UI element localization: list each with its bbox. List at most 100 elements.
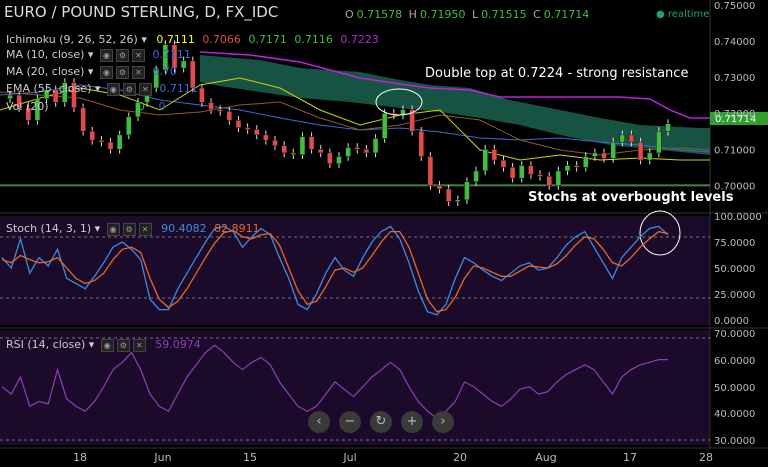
close-icon[interactable]: ✕ xyxy=(138,82,152,96)
high-label: H xyxy=(408,8,417,21)
candle-body xyxy=(491,149,498,161)
x-tick-label: 17 xyxy=(623,451,637,464)
candle-body xyxy=(126,116,132,136)
scroll-right-button[interactable]: › xyxy=(432,411,454,433)
candle-body xyxy=(98,140,105,143)
ichimoku-legend[interactable]: Ichimoku (9, 26, 52, 26) ▾ 0.7111 0.7066… xyxy=(6,33,379,46)
candle-body xyxy=(199,87,205,103)
zoom-in-button[interactable]: + xyxy=(401,411,423,433)
candle-body xyxy=(482,149,488,172)
rsi-lines xyxy=(1,344,668,420)
low-value: 0.71515 xyxy=(481,8,527,21)
ma10-label: MA (10, close) xyxy=(6,48,85,61)
close-icon[interactable]: ✕ xyxy=(132,338,146,352)
x-tick-label: 28 xyxy=(699,451,713,464)
ma20-value: 0.70 xyxy=(152,65,177,78)
close-value: 0.71714 xyxy=(543,8,590,21)
high-value: 0.71950 xyxy=(419,8,466,21)
candle-body xyxy=(281,145,287,154)
y-tick-label: 25.0000 xyxy=(714,290,755,301)
candle-body xyxy=(254,129,260,136)
settings-icon[interactable]: ⚙ xyxy=(122,82,136,96)
candle-body xyxy=(235,120,242,128)
settings-icon[interactable]: ⚙ xyxy=(116,338,130,352)
eye-icon[interactable]: ◉ xyxy=(100,338,114,352)
open-label: O xyxy=(345,8,354,21)
rsi-legend[interactable]: RSI (14, close) ▾ ◉ ⚙ ✕ 59.0974 xyxy=(6,338,201,352)
zoom-out-button[interactable]: − xyxy=(339,411,361,433)
ichimoku-cloud xyxy=(200,55,710,155)
candle-body xyxy=(107,141,114,150)
stoch-k-line xyxy=(1,225,669,316)
vol-label: Vol (20) xyxy=(6,100,49,113)
y-tick-label: 70.0000 xyxy=(714,329,755,340)
ichimoku-value-1: 0.7111 xyxy=(156,33,195,46)
candle-body xyxy=(409,109,415,132)
zoom-out-left-button[interactable]: ‹ xyxy=(308,411,330,433)
ichimoku-value-3: 0.7171 xyxy=(248,33,287,46)
eye-icon[interactable]: ◉ xyxy=(106,222,120,236)
candle-body xyxy=(546,176,552,186)
reset-zoom-button[interactable]: ↻ xyxy=(370,411,392,433)
ema55-legend[interactable]: EMA (55, close) ▾ ◉ ⚙ ✕ 0.7111 xyxy=(6,82,198,96)
candle-body xyxy=(180,60,187,69)
stoch-d-line xyxy=(1,229,669,313)
ma20-legend[interactable]: MA (20, close) ▾ ◉ ⚙ ✕ 0.70 xyxy=(6,65,177,79)
candle-body xyxy=(436,185,443,190)
settings-icon[interactable]: ⚙ xyxy=(115,48,129,62)
stoch-d-value: 82.8911 xyxy=(214,222,260,235)
candle-body xyxy=(89,131,95,141)
candle-body xyxy=(445,188,452,202)
vol-value-1: 0 xyxy=(138,100,146,113)
y-tick-label: 0.74000 xyxy=(714,37,755,48)
close-label: C xyxy=(533,8,541,21)
low-label: L xyxy=(471,8,479,21)
ma20-line xyxy=(0,91,711,156)
y-tick-label: 0.75000 xyxy=(714,1,755,12)
vol-legend[interactable]: Vol (20) 0 0 xyxy=(6,100,166,113)
eye-icon[interactable]: ◉ xyxy=(106,82,120,96)
candle-body xyxy=(528,165,534,175)
settings-icon[interactable]: ⚙ xyxy=(115,65,129,79)
candles-group xyxy=(7,40,671,206)
candle-body xyxy=(135,102,141,118)
close-icon[interactable]: ✕ xyxy=(131,48,145,62)
y-tick-label: 0.72000 xyxy=(714,109,755,120)
open-value: 0.71578 xyxy=(356,8,403,21)
ma10-value: 0.7111 xyxy=(152,48,191,61)
candle-body xyxy=(537,174,543,177)
candle-body xyxy=(244,127,251,130)
candle-body xyxy=(272,140,278,146)
ichimoku-value-4: 0.7116 xyxy=(294,33,333,46)
y-tick-label: 50.0000 xyxy=(714,383,755,394)
settings-icon[interactable]: ⚙ xyxy=(122,222,136,236)
candle-body xyxy=(62,82,68,103)
y-tick-label: 0.71000 xyxy=(714,145,755,156)
close-icon[interactable]: ✕ xyxy=(131,65,145,79)
stoch-lines xyxy=(1,225,669,316)
candle-body xyxy=(80,107,86,132)
eye-icon[interactable]: ◉ xyxy=(99,48,113,62)
candle-body xyxy=(308,136,315,150)
stochs-annotation: Stochs at overbought levels xyxy=(528,190,734,205)
ma10-legend[interactable]: MA (10, close) ▾ ◉ ⚙ ✕ 0.7111 xyxy=(6,48,191,62)
chart-title: EURO / POUND STERLING, D, FX_IDC xyxy=(4,3,279,21)
candle-body xyxy=(455,199,461,202)
realtime-indicator: ● realtime xyxy=(656,9,710,20)
candle-body xyxy=(583,156,589,168)
candle-body xyxy=(637,141,644,161)
candle-body xyxy=(290,152,297,155)
stoch-k-value: 90.4082 xyxy=(161,222,207,235)
candle-body xyxy=(464,181,470,201)
candle-body xyxy=(116,134,123,150)
stoch-legend[interactable]: Stoch (14, 3, 1) ▾ ◉ ⚙ ✕ 90.4082 82.8911 xyxy=(6,222,260,236)
candle-body xyxy=(153,69,159,89)
close-icon[interactable]: ✕ xyxy=(138,222,152,236)
vol-value-2: 0 xyxy=(158,100,166,113)
candle-body xyxy=(327,152,333,164)
x-tick-label: Jul xyxy=(342,451,356,464)
candle-body xyxy=(354,147,361,150)
candle-body xyxy=(190,60,196,89)
eye-icon[interactable]: ◉ xyxy=(99,65,113,79)
